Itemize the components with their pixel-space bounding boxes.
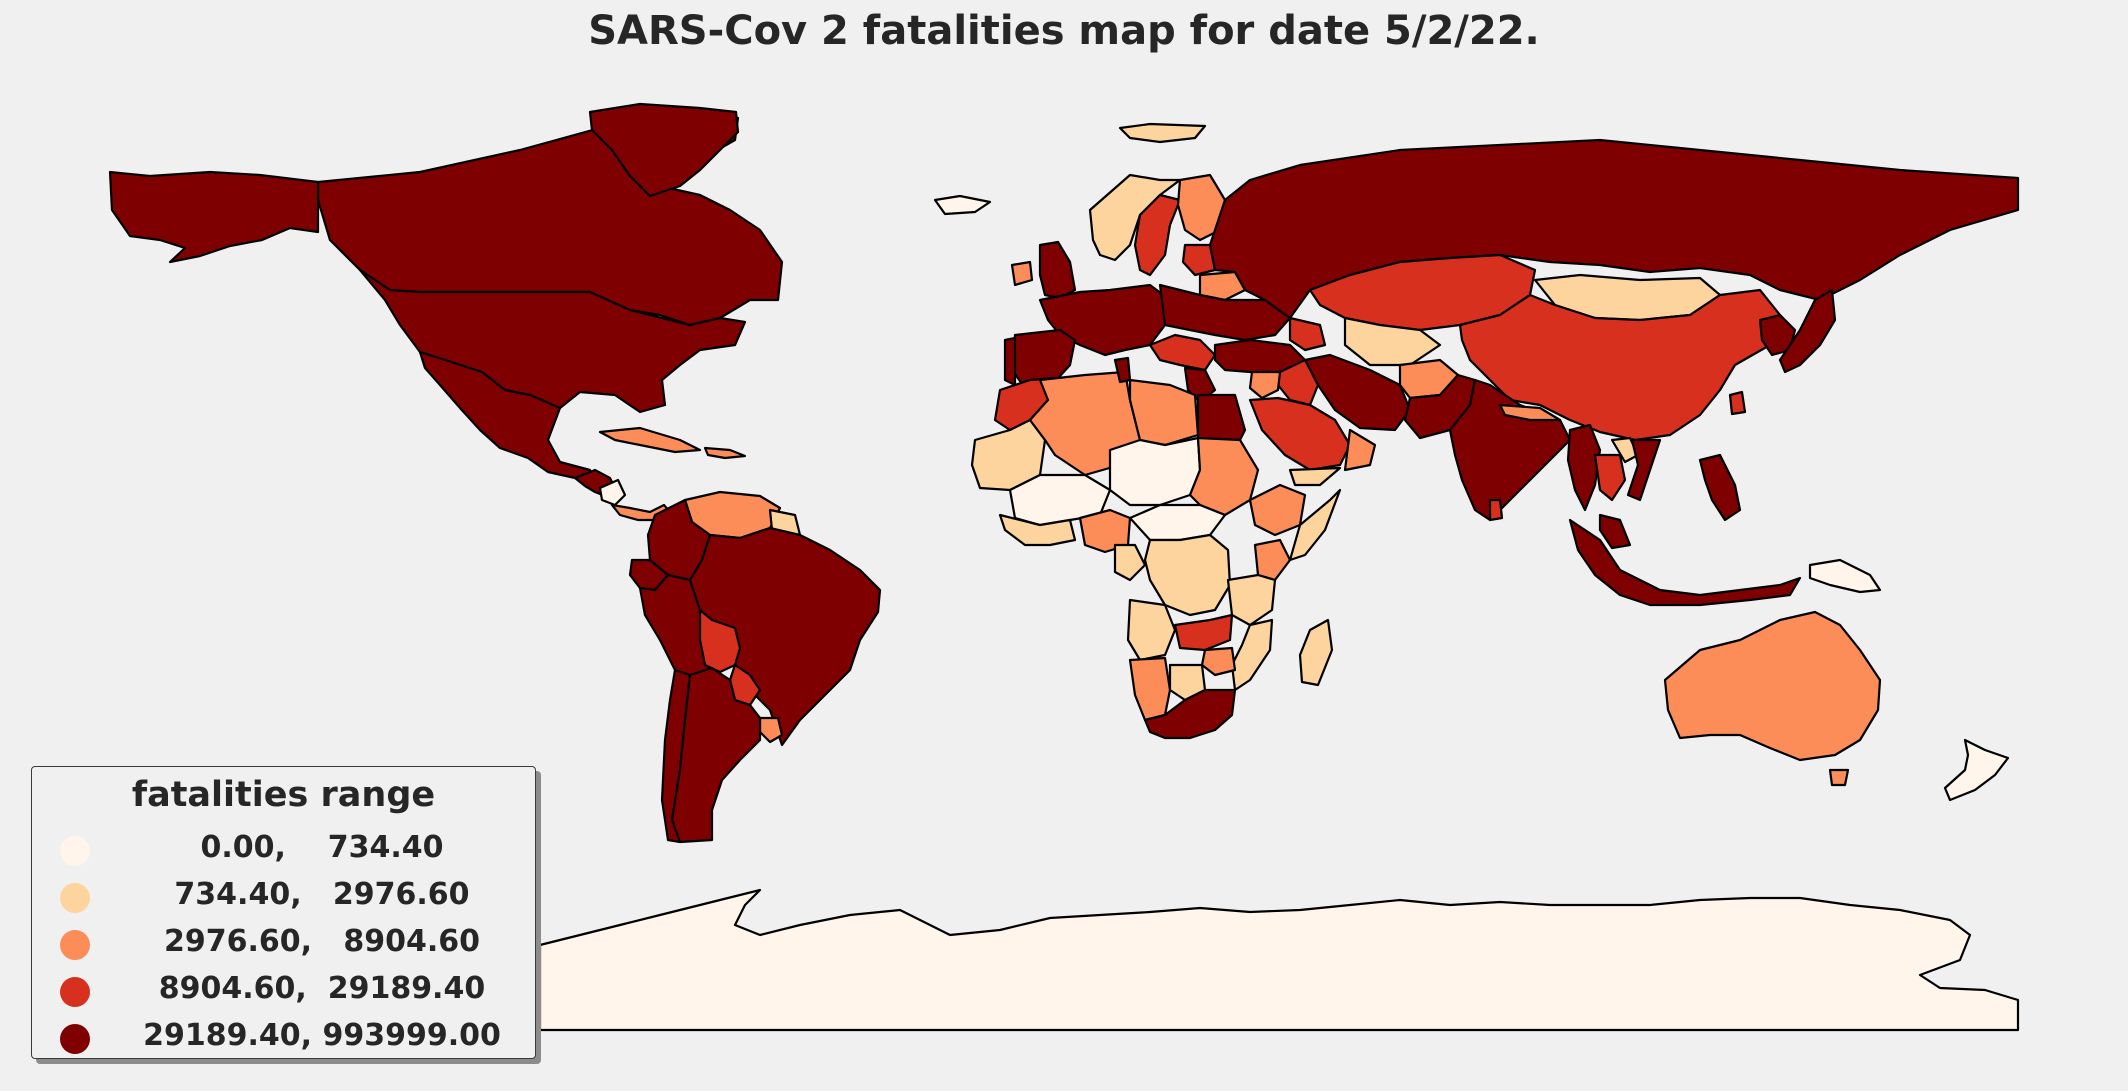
country-caucasus	[1288, 316, 1327, 352]
country-sri-lanka	[1488, 498, 1504, 522]
legend-label: 0.00, 734.40	[200, 830, 444, 865]
country-russia	[1208, 138, 2020, 320]
country-zimbabwe	[1200, 646, 1237, 677]
legend-label: 2976.60, 8904.60	[163, 924, 480, 959]
country-turkmenistan-uzbekistan	[1343, 316, 1442, 367]
legend-label: 8904.60, 29189.40	[158, 971, 486, 1006]
country-saudi-arabia	[1248, 396, 1352, 472]
country-namibia	[1128, 656, 1172, 722]
legend-item: 8904.60, 29189.40	[32, 969, 535, 1015]
legend-label: 29189.40, 993999.00	[143, 1018, 501, 1053]
country-tasmania	[1828, 768, 1850, 787]
country-caribbean	[703, 446, 747, 460]
country-cameroon	[1113, 543, 1147, 582]
country-antarctica	[538, 888, 2020, 1032]
legend-item: 2976.60, 8904.60	[32, 922, 535, 968]
country-nepal	[1498, 403, 1562, 422]
country-cuba	[598, 426, 702, 454]
map-title: SARS-Cov 2 fatalities map for date 5/2/2…	[588, 8, 1540, 54]
country-ethiopia	[1248, 483, 1307, 537]
legend-swatch	[60, 836, 90, 866]
legend-title: fatalities range	[131, 775, 436, 815]
country-mozambique	[1230, 618, 1274, 692]
country-thailand	[1593, 453, 1627, 502]
country-dr-congo	[1143, 533, 1232, 617]
country-svalbard	[1118, 122, 1207, 144]
country-new-zealand	[1943, 738, 2010, 802]
country-yemen	[1288, 466, 1342, 487]
country-australia	[1663, 610, 1882, 762]
country-west-africa-coast	[998, 513, 1077, 547]
country-syria-jordan	[1248, 370, 1282, 400]
country-vietnam	[1626, 438, 1662, 502]
country-sweden	[1133, 193, 1182, 277]
country-iceland	[933, 194, 992, 216]
country-sudan	[1188, 436, 1260, 517]
country-nicaragua	[598, 478, 627, 507]
legend-swatch	[60, 883, 90, 913]
legend: fatalities range 0.00, 734.40 734.40, 29…	[31, 766, 536, 1059]
country-libya	[1128, 378, 1200, 447]
country-malaysia	[1598, 513, 1632, 550]
country-kenya	[1253, 538, 1292, 582]
country-angola	[1126, 598, 1177, 662]
country-united-kingdom	[1038, 240, 1077, 300]
country-japan	[1778, 288, 1837, 374]
country-egypt	[1196, 393, 1247, 442]
country-eastern-europe	[1158, 283, 1292, 342]
legend-swatch	[60, 930, 90, 960]
country-south-africa	[1143, 688, 1237, 740]
country-greenland	[588, 102, 740, 198]
country-zambia	[1173, 613, 1234, 652]
legend-swatch	[60, 1024, 90, 1054]
country-taiwan	[1728, 390, 1747, 416]
legend-item: 0.00, 734.40	[32, 828, 535, 874]
legend-label: 734.40, 2976.60	[174, 877, 470, 912]
country-philippines	[1698, 453, 1742, 522]
country-argentina	[670, 666, 762, 844]
country-oman	[1343, 428, 1377, 472]
country-portugal	[1003, 336, 1017, 387]
legend-item: 29189.40, 993999.00	[32, 1016, 535, 1062]
country-papua-new-guinea	[1808, 558, 1882, 594]
legend-item: 734.40, 2976.60	[32, 875, 535, 921]
country-tanzania	[1226, 573, 1277, 627]
country-madagascar	[1298, 618, 1334, 687]
country-balkans	[1148, 333, 1217, 372]
legend-swatch	[60, 977, 90, 1007]
country-iran	[1303, 353, 1412, 432]
country-finland	[1176, 173, 1227, 242]
country-ireland	[1010, 260, 1034, 287]
country-baltics	[1181, 243, 1217, 277]
country-indonesia	[1568, 518, 1802, 607]
country-alaska	[108, 170, 320, 264]
country-niger-chad	[1108, 436, 1202, 507]
country-myanmar	[1566, 423, 1602, 512]
